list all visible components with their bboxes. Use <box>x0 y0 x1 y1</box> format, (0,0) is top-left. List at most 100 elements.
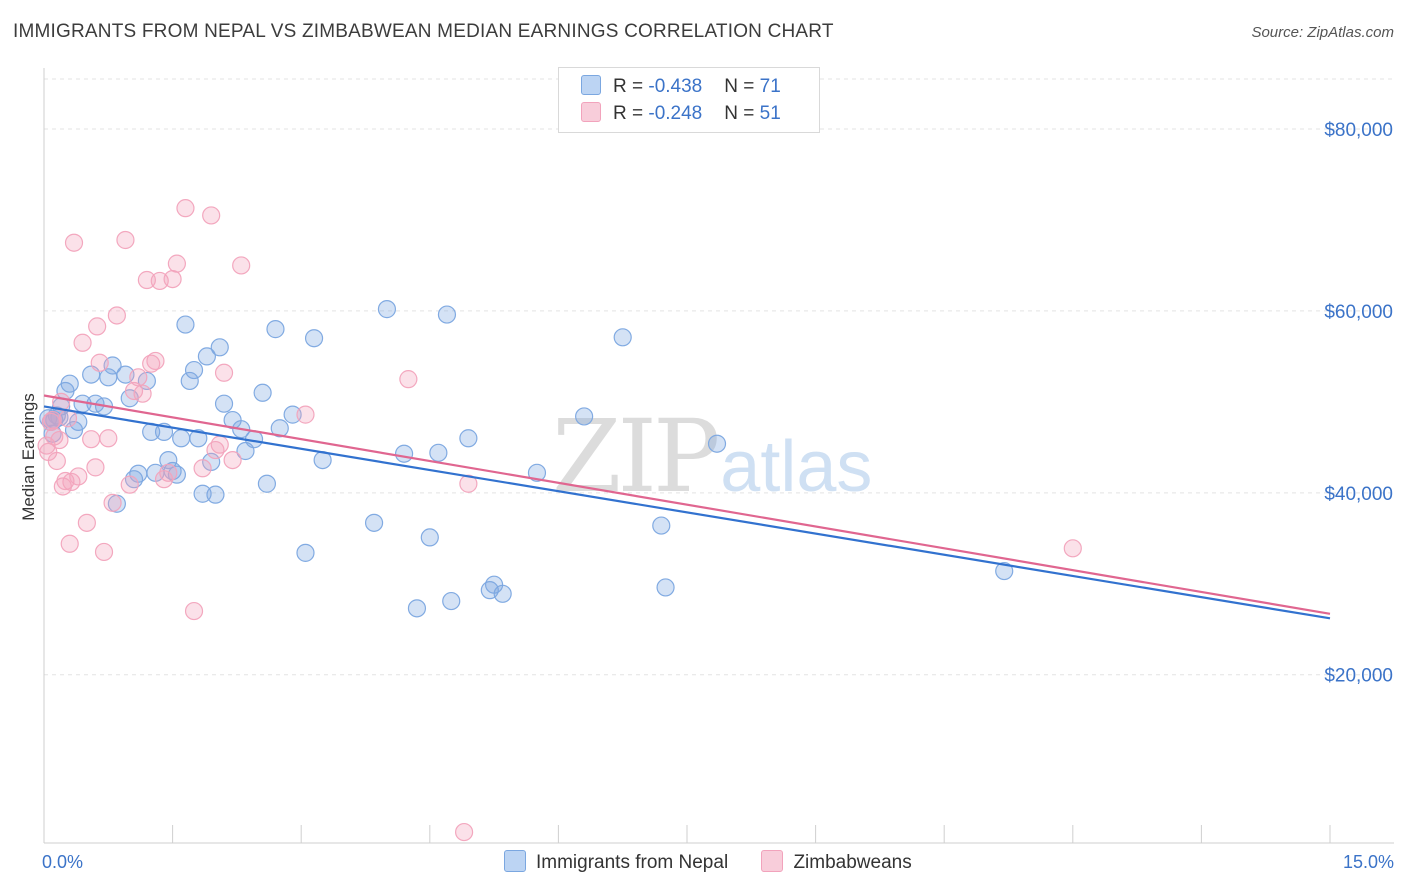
nepal-point <box>266 320 285 339</box>
nepal-point <box>437 305 457 324</box>
zimbabwe-point <box>88 317 107 336</box>
nepal-point <box>527 463 547 482</box>
r-label: R = <box>613 76 649 97</box>
zimbabwe-point <box>232 256 251 275</box>
zimbabwe-point <box>133 384 152 403</box>
y-tick-label: $60,000 <box>1324 302 1393 323</box>
nepal-point <box>184 360 204 380</box>
n-label: N = <box>724 76 760 97</box>
nepal-point <box>180 371 199 391</box>
stats-legend: R = -0.438 N = 71 R = -0.248 N = 51 <box>558 67 820 133</box>
nepal-point <box>652 516 671 535</box>
zimbabwe-point <box>167 254 186 273</box>
y-tick-label: $40,000 <box>1324 484 1393 505</box>
legend-item-zimbabwe[interactable]: Zimbabweans <box>761 850 912 874</box>
n-value: 51 <box>759 103 781 124</box>
zimbabwe-point <box>176 199 195 218</box>
nepal-point <box>176 315 195 334</box>
zimbabwe-point <box>60 534 79 553</box>
nepal-point <box>575 407 594 426</box>
nepal-point <box>193 484 212 503</box>
n-label: N = <box>724 103 760 124</box>
nepal-point <box>64 420 84 440</box>
nepal-point <box>707 434 727 453</box>
nepal-trend-line <box>43 405 1331 620</box>
zimbabwe-point <box>1063 539 1082 558</box>
x-tick-label-max: 15.0% <box>1342 852 1394 872</box>
zimbabwe-point <box>43 410 62 430</box>
zimbabwe-point <box>103 493 122 512</box>
nepal-point <box>253 383 272 402</box>
zimbabwe-point <box>210 435 229 454</box>
legend-label-nepal: Immigrants from Nepal <box>536 852 729 874</box>
series-legend: Immigrants from Nepal Zimbabweans <box>504 850 940 878</box>
nepal-point <box>270 419 289 438</box>
nepal-point <box>197 347 216 366</box>
zimbabwe-point <box>202 206 221 225</box>
nepal-point <box>995 561 1014 581</box>
nepal-point <box>304 329 324 348</box>
nepal-point <box>60 374 79 393</box>
r-label: R = <box>613 103 649 124</box>
nepal-point <box>613 328 632 347</box>
nepal-point <box>206 485 225 504</box>
legend-swatch-zimbabwe <box>761 850 784 872</box>
nepal-point <box>214 394 234 413</box>
zimbabwe-point <box>82 430 101 449</box>
zimbabwe-point <box>90 353 109 372</box>
zimbabwe-point <box>86 458 105 477</box>
zimbabwe-point <box>73 333 92 352</box>
zimbabwe-point <box>77 513 96 532</box>
nepal-point <box>442 591 461 611</box>
zimbabwe-point <box>459 474 478 493</box>
zimbabwe-point <box>454 822 474 842</box>
r-value: -0.248 <box>648 103 703 124</box>
nepal-point <box>283 405 302 424</box>
zimbabwe-point <box>163 269 182 289</box>
zimbabwe-point <box>137 270 156 290</box>
stats-row-zimbabwe: R = -0.248 N = 51 <box>581 101 781 127</box>
zimbabwe-point <box>47 451 66 471</box>
zimbabwe-point <box>120 475 139 494</box>
y-axis-label: Median Earnings <box>19 393 38 521</box>
nepal-point <box>459 429 478 448</box>
legend-swatch-nepal <box>504 850 526 872</box>
r-value: -0.438 <box>648 76 703 97</box>
stats-swatch-nepal <box>581 74 601 95</box>
zimbabwe-point <box>193 459 212 478</box>
nepal-point <box>407 599 427 618</box>
zimbabwe-point <box>69 467 88 486</box>
stats-row-nepal: R = -0.438 N = 71 <box>581 74 781 100</box>
zimbabwe-point <box>146 351 165 371</box>
chart-title: IMMIGRANTS FROM NEPAL VS ZIMBABWEAN MEDI… <box>13 21 834 42</box>
nepal-point <box>296 543 315 562</box>
nepal-point <box>420 528 439 547</box>
nepal-point <box>69 412 88 431</box>
nepal-point <box>257 474 277 493</box>
nepal-point <box>377 300 397 319</box>
stats-swatch-zimbabwe <box>581 101 601 122</box>
zimbabwe-point <box>159 463 178 482</box>
source-label: Source: ZipAtlas.com <box>1251 24 1394 41</box>
nepal-point <box>159 450 178 470</box>
zimbabwe-point <box>99 429 118 448</box>
nepal-point <box>189 429 208 448</box>
nepal-point <box>172 429 191 448</box>
zimbabwe-point <box>399 370 418 389</box>
nepal-point <box>394 444 414 463</box>
zimbabwe-point <box>116 230 135 250</box>
x-tick-label-min: 0.0% <box>42 852 84 872</box>
nepal-point <box>210 338 229 357</box>
legend-item-nepal[interactable]: Immigrants from Nepal <box>504 850 729 874</box>
zimbabwe-point <box>214 363 234 382</box>
n-value: 71 <box>759 76 781 97</box>
zimbabwe-point <box>107 306 126 325</box>
zimbabwe-point <box>64 233 84 252</box>
zimbabwe-trend-line <box>43 394 1331 615</box>
zimbabwe-point <box>129 368 148 387</box>
zimbabwe-point <box>184 601 204 621</box>
nepal-point <box>429 443 448 462</box>
zimbabwe-point <box>296 405 315 424</box>
